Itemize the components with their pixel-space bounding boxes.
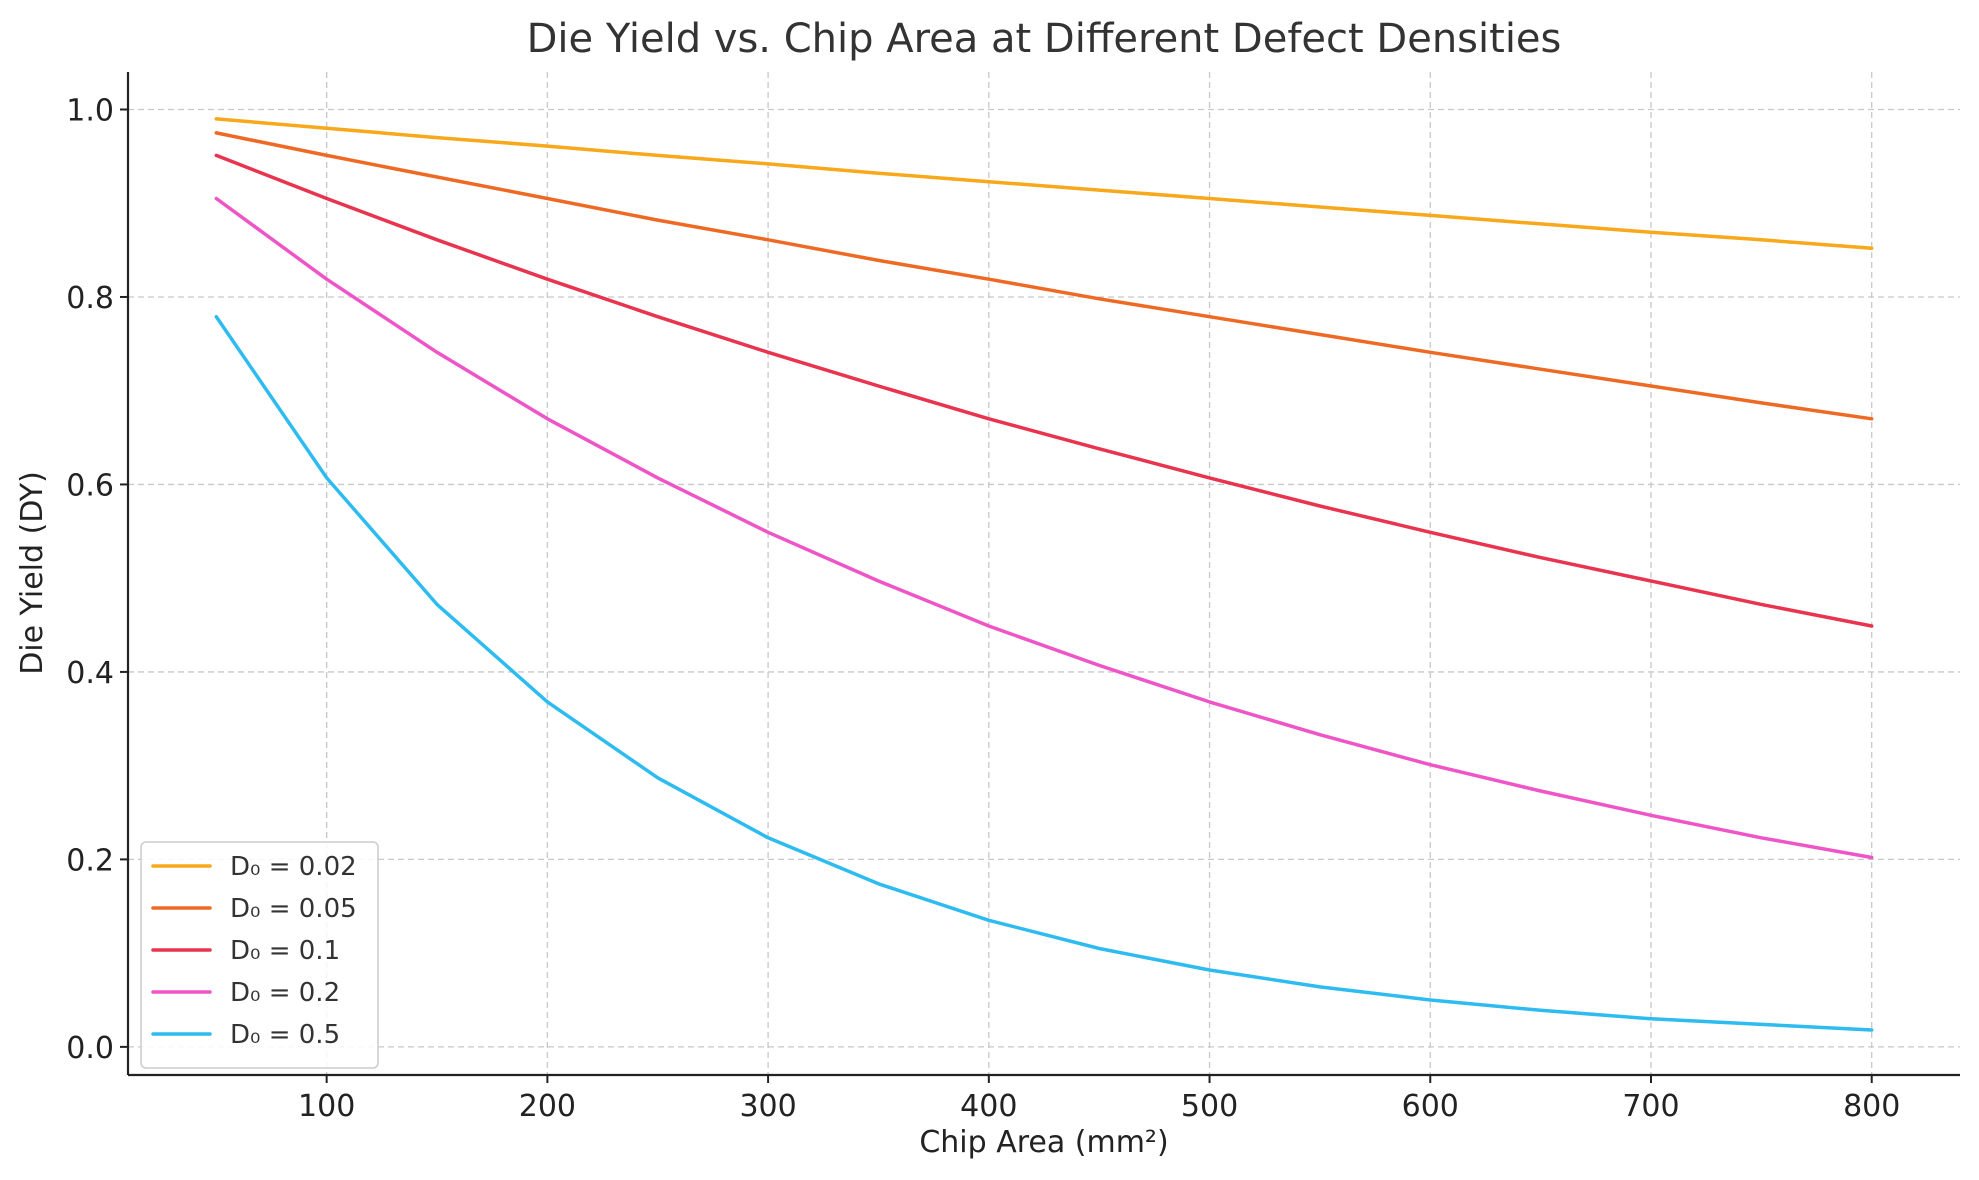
y-tick-label: 0.0 — [66, 1031, 114, 1066]
x-tick-label: 500 — [1181, 1089, 1238, 1124]
series-line-1 — [214, 131, 1874, 421]
legend-label-1: D₀ = 0.05 — [230, 894, 357, 924]
series-line-3 — [214, 196, 1874, 860]
y-axis-label: Die Yield (DY) — [15, 471, 50, 675]
x-tick-label: 300 — [739, 1089, 796, 1124]
x-tick-label: 200 — [519, 1089, 576, 1124]
legend-label-2: D₀ = 0.1 — [230, 936, 340, 966]
x-tick-label: 800 — [1843, 1089, 1900, 1124]
ticks: 100 200 300 400 500 600 700 800 0.0 0.2 0.4 0.6 0.8 1… — [66, 93, 1900, 1124]
y-tick-label: 0.6 — [66, 468, 114, 503]
legend: D₀ = 0.02 D₀ = 0.05 D₀ = 0.1 D₀ = 0.2 D₀ = 0… — [140, 841, 379, 1069]
legend-label-0: D₀ = 0.02 — [230, 852, 357, 882]
y-tick-label: 0.4 — [66, 656, 114, 691]
series-lines — [214, 117, 1874, 1032]
x-tick-label: 100 — [298, 1089, 355, 1124]
chart-title: Die Yield vs. Chip Area at Different Def… — [527, 16, 1562, 62]
legend-label-3: D₀ = 0.2 — [230, 978, 340, 1008]
x-tick-label: 400 — [960, 1089, 1017, 1124]
y-tick-label: 0.8 — [66, 281, 114, 316]
legend-label-4: D₀ = 0.5 — [230, 1020, 340, 1050]
y-tick-label: 1.0 — [66, 93, 114, 128]
x-tick-label: 700 — [1622, 1089, 1679, 1124]
grid — [128, 72, 1960, 1075]
axes — [126, 72, 1960, 1077]
x-axis-label: Chip Area (mm²) — [919, 1125, 1168, 1160]
y-tick-label: 0.2 — [66, 843, 114, 878]
series-line-0 — [214, 117, 1874, 250]
series-line-2 — [214, 153, 1874, 628]
series-line-4 — [214, 314, 1874, 1032]
x-tick-label: 600 — [1402, 1089, 1459, 1124]
legend-box — [140, 841, 379, 1069]
